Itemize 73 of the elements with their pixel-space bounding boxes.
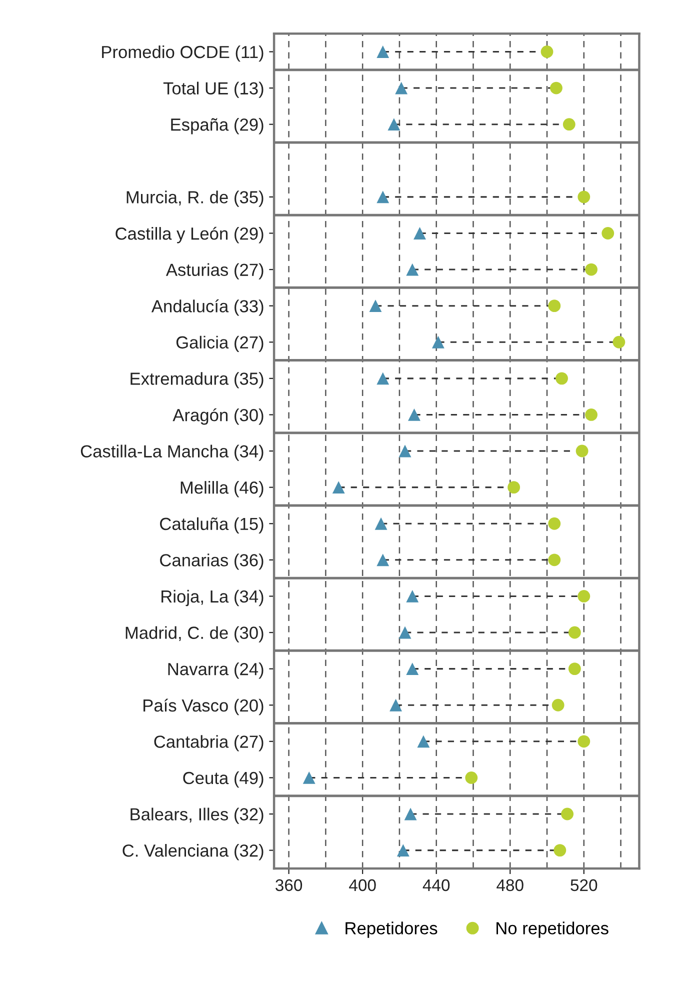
point <box>404 808 417 820</box>
x-tick-label: 480 <box>496 879 524 892</box>
y-tick-label: Castilla-La Mancha (34) <box>80 444 264 461</box>
point <box>568 662 581 676</box>
x-tick-label: 400 <box>349 879 376 892</box>
y-tick-label: C. Valenciana (32) <box>122 844 264 860</box>
point <box>576 444 588 458</box>
point <box>406 590 419 602</box>
y-tick-label: Galicia (27) <box>176 336 264 352</box>
point <box>561 808 574 820</box>
point <box>369 300 382 312</box>
point <box>540 46 554 58</box>
x-tick-label: 440 <box>422 879 450 892</box>
point <box>585 408 598 421</box>
legend-label: No repetidores <box>496 922 608 938</box>
point <box>398 626 412 639</box>
y-tick-label: Balears, Illes (32) <box>130 808 264 824</box>
y-tick-label: Extremadura (35) <box>130 372 264 388</box>
y-tick-label: Melilla (46) <box>180 481 264 498</box>
point <box>417 735 430 748</box>
point <box>602 227 614 240</box>
x-tick-label: 520 <box>570 879 598 892</box>
point <box>396 844 410 857</box>
point <box>395 82 408 94</box>
y-tick-label: País Vasco (20) <box>144 698 264 716</box>
point <box>376 190 390 204</box>
y-tick-label: Cantabria (27) <box>154 735 264 752</box>
y-tick-label: Aragón (30) <box>172 408 264 425</box>
point <box>408 408 420 421</box>
point <box>578 190 590 204</box>
point <box>432 336 444 348</box>
point <box>612 336 626 348</box>
y-tick-label: Navarra (24) <box>168 662 264 679</box>
point <box>388 118 400 131</box>
y-tick-label: Asturias (27) <box>166 263 264 280</box>
x-tick-label: 360 <box>276 879 302 892</box>
y-tick-label: Murcia, R. de (35) <box>126 190 264 207</box>
y-tick-label: Castilla y León (29) <box>116 226 264 244</box>
y-tick-label: Total UE (13) <box>163 82 264 98</box>
point <box>556 372 568 385</box>
point <box>376 554 390 566</box>
point <box>554 844 566 857</box>
point <box>585 263 598 276</box>
point <box>548 554 561 566</box>
point <box>562 118 576 131</box>
point <box>465 771 478 784</box>
y-tick-label: Rioja, La (34) <box>162 590 264 606</box>
y-tick-label: Promedio OCDE (11) <box>102 45 264 62</box>
point <box>508 481 520 494</box>
point <box>578 735 590 748</box>
point <box>548 300 561 312</box>
point <box>302 771 316 784</box>
y-tick-label: Andalucía (33) <box>151 299 264 316</box>
y-tick-label: Ceuta (49) <box>183 771 264 788</box>
point <box>376 46 390 58</box>
y-tick-label: Canarias (36) <box>160 554 264 570</box>
point <box>548 517 561 530</box>
point <box>376 372 390 385</box>
point <box>332 481 345 494</box>
y-tick-label: Madrid, C. de (30) <box>126 626 264 642</box>
point <box>374 517 388 530</box>
point <box>578 590 590 602</box>
legend-label: Repetidores <box>346 922 438 938</box>
point <box>568 626 581 639</box>
point <box>406 263 419 276</box>
y-tick-label: España (29) <box>171 118 264 134</box>
point <box>414 227 426 240</box>
point <box>390 698 402 712</box>
point <box>398 444 412 458</box>
y-tick-label: Cataluña (15) <box>160 517 264 534</box>
point <box>552 698 564 712</box>
point <box>550 82 562 94</box>
point <box>406 662 419 676</box>
